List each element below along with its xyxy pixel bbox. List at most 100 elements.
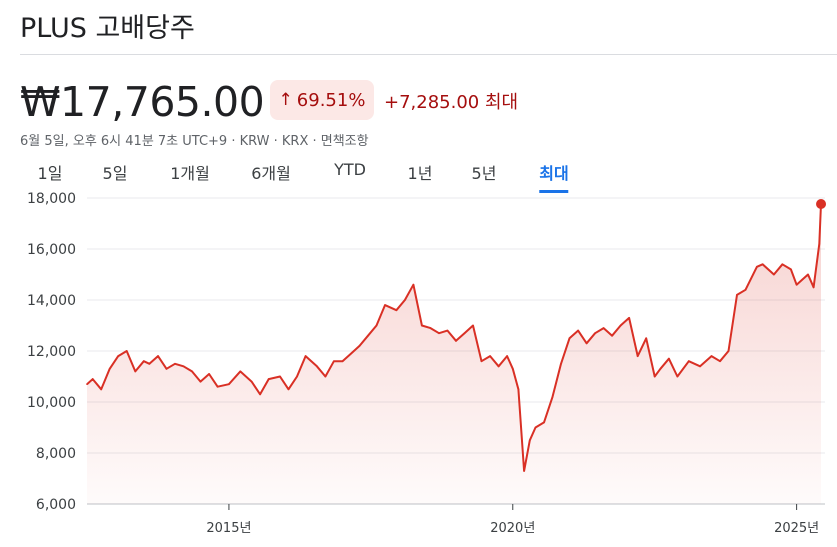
tab-1d[interactable]: 1일 <box>37 164 63 183</box>
price-point <box>761 263 764 266</box>
price-point <box>395 309 398 311</box>
price-point <box>91 378 94 380</box>
price-point <box>165 368 168 370</box>
price-point <box>668 357 670 360</box>
price-point <box>455 340 457 342</box>
price-point <box>446 329 449 332</box>
tab-5d[interactable]: 5일 <box>102 164 128 183</box>
header-divider <box>20 54 837 55</box>
price-point <box>534 426 537 429</box>
price-point <box>699 365 701 368</box>
price-point <box>506 355 508 357</box>
price-meta: 6월 5일, 오후 6시 41분 7초 UTC+9 · KRW · KRX · … <box>20 134 369 149</box>
change-percent-badge: ↑ 69.51% <box>270 80 374 120</box>
price-point <box>267 378 270 380</box>
price-point <box>594 332 596 334</box>
price-point <box>744 289 747 291</box>
price-point <box>296 375 298 378</box>
y-tick-label: 18,000 <box>27 191 76 207</box>
page-title: PLUS 고배당주 <box>20 13 195 44</box>
price-points <box>86 203 822 472</box>
price-point <box>228 383 230 385</box>
price-point <box>287 388 290 391</box>
price-point <box>375 324 378 327</box>
current-price: ₩17,765.00 <box>20 78 265 126</box>
price-point <box>676 375 679 378</box>
tab-6m[interactable]: 6개월 <box>251 164 291 183</box>
y-axis-labels: 6,000 8,000 10,000 12,000 14,000 16,000 18,000 <box>27 191 76 513</box>
price-point <box>807 273 809 276</box>
price-point <box>497 365 500 368</box>
price-point <box>108 368 111 370</box>
y-tick-label: 8,000 <box>36 446 76 462</box>
price-point <box>773 273 775 276</box>
price-point <box>117 355 120 357</box>
change-percent: 69.51% <box>296 89 366 111</box>
price-point <box>560 362 562 365</box>
price-point <box>333 360 335 362</box>
price-point <box>367 334 369 337</box>
price-point <box>543 421 545 424</box>
price-point <box>645 337 647 340</box>
price-point <box>568 337 571 340</box>
y-tick-label: 16,000 <box>27 242 76 258</box>
price-point <box>463 332 466 334</box>
tab-1m[interactable]: 1개월 <box>170 164 210 183</box>
price-point <box>279 375 281 378</box>
tab-ytd[interactable]: YTD <box>334 160 366 179</box>
price-point <box>659 368 662 370</box>
price-point <box>174 362 176 365</box>
price-point <box>790 268 792 271</box>
price-point <box>710 355 713 357</box>
price-chart: 6,000 8,000 10,000 12,000 14,000 16,000 18,000… <box>27 191 827 536</box>
price-point <box>781 263 784 266</box>
price-point <box>208 373 210 375</box>
price-point <box>472 324 474 327</box>
price-point <box>350 352 352 355</box>
price-point <box>304 355 307 357</box>
price-point <box>324 375 327 378</box>
price-point <box>511 368 514 370</box>
price-area <box>87 204 821 504</box>
price-point <box>551 396 554 398</box>
price-point <box>216 385 219 388</box>
price-point <box>602 327 605 329</box>
price-point <box>429 327 432 329</box>
price-point <box>341 360 344 362</box>
price-point <box>239 370 242 373</box>
price-point <box>199 380 202 383</box>
price-point <box>438 332 440 334</box>
price-point <box>142 360 145 362</box>
price-point <box>191 370 193 373</box>
price-point <box>577 329 579 332</box>
price-point <box>421 324 423 327</box>
price-point <box>636 355 639 357</box>
price-point <box>404 299 406 301</box>
price-point <box>628 317 630 319</box>
price-point <box>585 342 588 345</box>
price-point <box>412 283 415 286</box>
price-point <box>687 360 690 362</box>
last-price-marker <box>816 198 827 209</box>
price-point <box>259 393 261 396</box>
y-tick-label: 14,000 <box>27 293 76 309</box>
tab-5y[interactable]: 5년 <box>471 164 497 183</box>
range-tabs: 1일 5일 1개월 6개월 YTD 1년 5년 최대 <box>0 160 837 193</box>
tab-1y[interactable]: 1년 <box>407 164 433 183</box>
arrow-up-icon: ↑ <box>278 90 293 110</box>
price-point <box>358 345 361 347</box>
price-point <box>801 278 804 281</box>
tab-max[interactable]: 최대 <box>539 160 569 193</box>
price-point <box>653 375 656 378</box>
price-point <box>736 294 738 296</box>
y-tick-label: 12,000 <box>27 344 76 360</box>
price-point <box>100 388 102 391</box>
price-point <box>134 370 137 373</box>
x-tick-label: 2020년 <box>490 521 535 536</box>
price-point <box>316 365 318 368</box>
x-tick-label: 2025년 <box>774 521 819 536</box>
change-amount: +7,285.00 최대 <box>384 92 519 113</box>
x-axis-ticks: 2015년 2020년 2025년 <box>206 504 819 536</box>
price-point <box>250 380 253 383</box>
price-point <box>384 304 386 306</box>
